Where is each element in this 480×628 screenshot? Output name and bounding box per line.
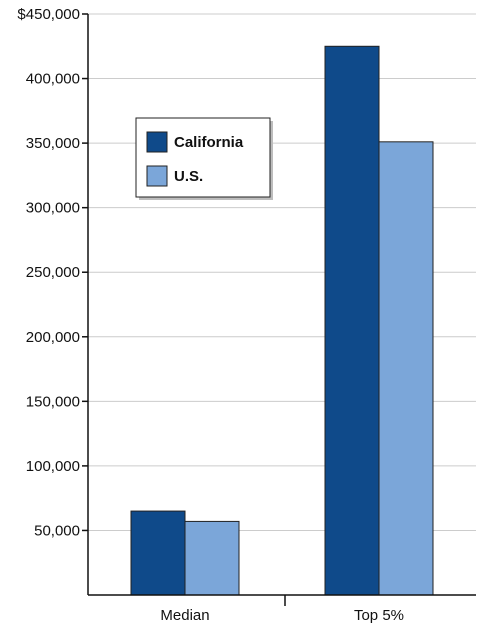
legend-swatch-us (146, 165, 168, 187)
bar-u-s-top-5 (378, 141, 434, 596)
x-tick-label: Median (160, 607, 209, 624)
bar-u-s-median (184, 520, 240, 596)
axes (87, 14, 476, 606)
bar-california-top-5 (324, 45, 380, 596)
y-tick-label: 350,000 (26, 135, 80, 152)
y-tick-label: 300,000 (26, 200, 80, 217)
y-tick-label: 50,000 (34, 522, 80, 539)
legend-swatch-california (146, 131, 168, 153)
y-tick-label: 250,000 (26, 264, 80, 281)
y-tick-labels: 50,000 100,000 150,000 200,000 250,000 300,00… (17, 6, 88, 539)
bar-california-median (130, 510, 186, 596)
x-tick-label: Top 5% (354, 607, 404, 624)
legend-label-california: California (174, 134, 244, 151)
legend: California U.S. (135, 117, 273, 200)
x-tick-labels: Median Top 5% (160, 607, 404, 624)
bars (130, 45, 434, 596)
y-tick-label: 400,000 (26, 71, 80, 88)
y-tick-label: $450,000 (17, 6, 80, 23)
y-tick-label: 150,000 (26, 393, 80, 410)
legend-label-us: U.S. (174, 168, 203, 185)
y-tick-label: 100,000 (26, 458, 80, 475)
y-tick-label: 200,000 (26, 329, 80, 346)
